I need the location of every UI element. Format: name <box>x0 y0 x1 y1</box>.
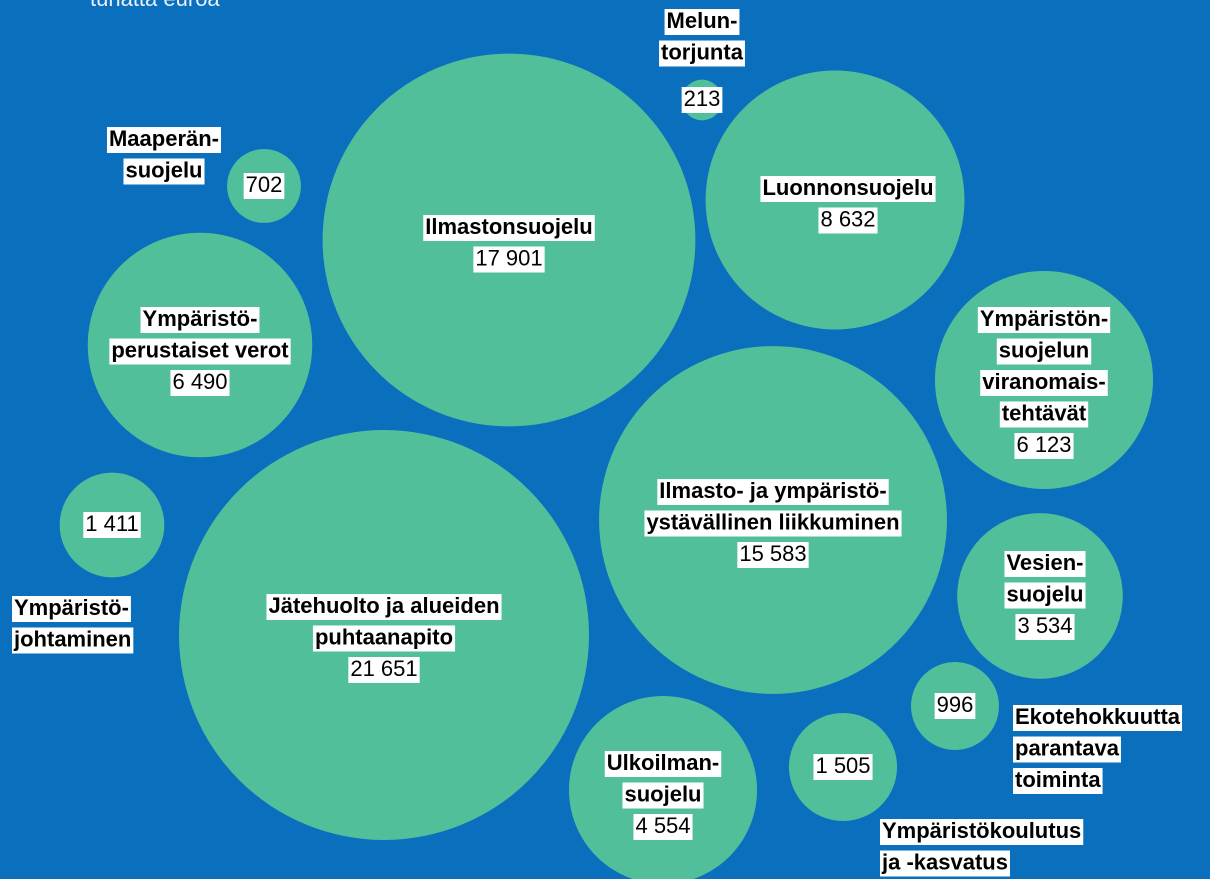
label-background <box>880 819 1084 845</box>
label-background <box>109 338 291 365</box>
value-label: 1 505 <box>815 753 870 778</box>
label-background <box>423 215 595 241</box>
value-label: 8 632 <box>820 206 875 231</box>
category-label: Ympäristö-johtaminen <box>13 595 131 652</box>
label-background <box>880 850 1010 877</box>
label-background <box>1013 705 1183 731</box>
label-background <box>622 782 704 809</box>
category-label: Ilmasto- ja ympäristö-ystävällinen liikk… <box>646 478 899 535</box>
label-background <box>934 693 976 719</box>
label-background <box>473 246 545 273</box>
label-background <box>243 173 285 199</box>
label-background <box>644 510 902 537</box>
label-background <box>1004 582 1086 609</box>
category-label: Ulkoilman-suojelu <box>607 750 719 807</box>
label-background <box>664 9 740 35</box>
label-background <box>813 754 873 780</box>
label-background <box>12 627 134 654</box>
labels: Ilmastonsuojelu 17 901 Jätehuolto ja aluei… <box>12 8 1183 877</box>
label-background <box>633 814 693 840</box>
label-background <box>1015 614 1075 640</box>
category-label: Maaperän-suojelu <box>109 126 219 183</box>
label-background <box>312 625 456 652</box>
category-label: Melun-torjunta <box>661 8 744 65</box>
label-background <box>980 370 1108 396</box>
category-label: Luonnonsuojelu <box>762 175 933 200</box>
label-background <box>140 307 260 333</box>
label-background <box>266 594 502 620</box>
label-background <box>657 479 889 505</box>
category-label: Ekotehokkuutta parantava toiminta <box>1015 704 1181 792</box>
value-label: 213 <box>684 86 721 111</box>
category-label: Ympäristökoulutus ja -kasvatus <box>881 818 1081 875</box>
value-label: 6 490 <box>172 369 227 394</box>
label-background <box>1013 768 1103 794</box>
label-background <box>106 127 222 153</box>
value-label: 996 <box>937 692 974 717</box>
category-label: Ympäristön-suojelun viranomais-tehtävät <box>980 306 1108 426</box>
value-label: 4 554 <box>635 813 690 838</box>
value-label: 702 <box>246 172 283 197</box>
category-label: Vesien-suojelu <box>1006 550 1083 607</box>
subtitle: tuhatta euroa <box>90 0 220 11</box>
label-background <box>681 87 723 113</box>
label-background <box>1004 551 1086 577</box>
label-background <box>123 158 205 185</box>
value-label: 17 901 <box>475 245 542 270</box>
category-label: Jätehuolto ja alueiden puhtaanapito <box>268 593 499 650</box>
value-label: 6 123 <box>1016 432 1071 457</box>
label-background <box>604 751 722 777</box>
label-background <box>996 338 1092 365</box>
label-background <box>12 596 131 622</box>
label-background <box>1014 433 1074 459</box>
label-background <box>737 542 809 568</box>
value-label: 1 411 <box>85 511 138 536</box>
label-background <box>170 370 230 396</box>
category-label: Ilmastonsuojelu <box>425 214 592 239</box>
label-background <box>760 176 936 202</box>
bubbles <box>59 53 1154 879</box>
value-label: 21 651 <box>350 656 417 681</box>
label-background <box>818 207 878 234</box>
label-background <box>659 40 745 67</box>
value-label: 15 583 <box>739 541 806 566</box>
label-background <box>348 657 420 683</box>
label-background <box>999 401 1089 428</box>
value-label: 3 534 <box>1017 613 1072 638</box>
category-label: Ympäristö-perustaiset verot <box>111 306 289 363</box>
label-background <box>1013 736 1121 763</box>
label-background <box>83 512 141 538</box>
label-background <box>977 307 1111 333</box>
